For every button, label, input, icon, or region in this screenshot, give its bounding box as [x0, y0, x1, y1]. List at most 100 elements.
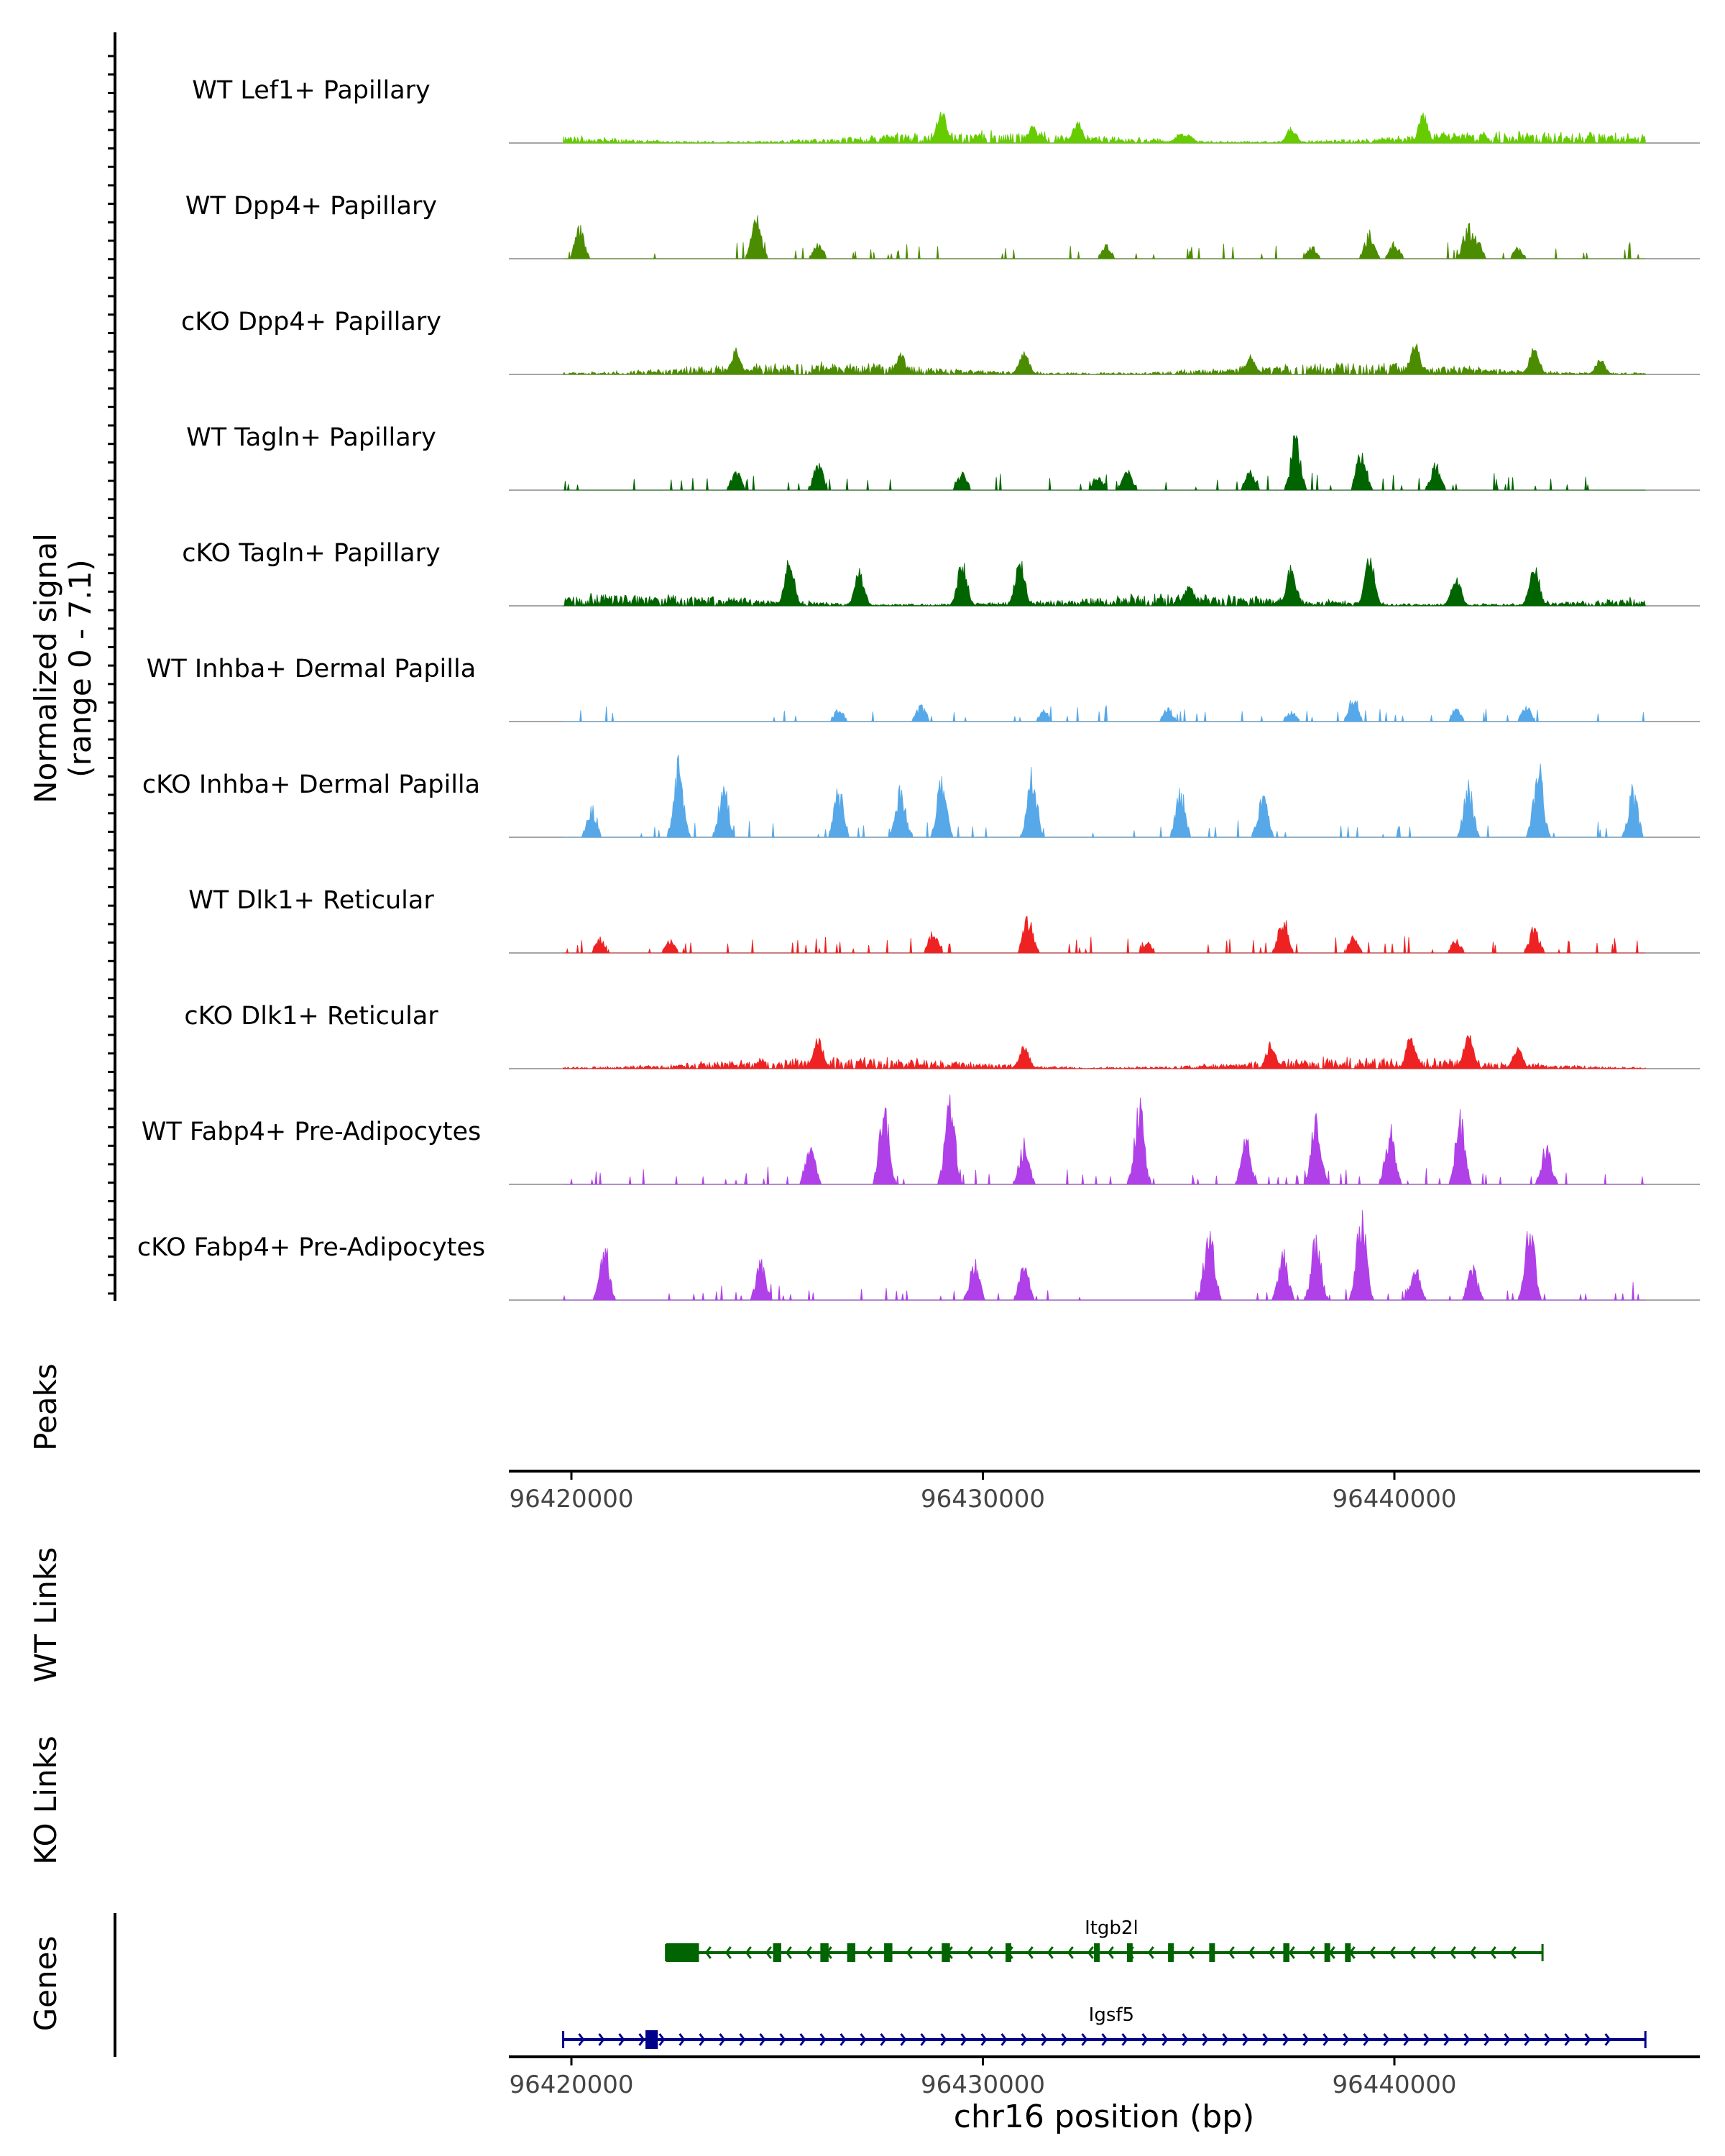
- track-label: WT Tagln+ Papillary: [186, 423, 436, 452]
- track: WT Tagln+ Papillary: [186, 423, 1700, 491]
- gene-exon: [884, 1943, 893, 1962]
- signal-axis-label: Normalized signal: [28, 533, 63, 803]
- strand-chevron: [840, 2033, 847, 2046]
- ko-links-panel-label: KO Links: [28, 1736, 63, 1865]
- strand-chevron: [1302, 2033, 1310, 2046]
- strand-chevron: [986, 1946, 993, 1959]
- strand-chevron: [1107, 1946, 1114, 1959]
- strand-chevron: [819, 2033, 827, 2046]
- strand-chevron: [1187, 1946, 1195, 1959]
- strand-chevron: [1322, 2033, 1330, 2046]
- gene-annotations: Itgb2l Igsf5: [562, 1917, 1647, 2049]
- strand-chevron: [799, 2033, 806, 2046]
- strand-chevron: [618, 2033, 625, 2046]
- strand-chevron: [1423, 2033, 1430, 2046]
- strand-chevron: [765, 1946, 772, 1959]
- strand-chevron: [1463, 2033, 1471, 2046]
- strand-chevron: [1000, 2033, 1008, 2046]
- track: WT Lef1+ Papillary: [192, 76, 1700, 144]
- strand-chevron: [940, 2033, 947, 2046]
- strand-chevron: [1524, 2033, 1531, 2046]
- x-tick-label: 96430000: [921, 1485, 1045, 1514]
- track-label: cKO Dlk1+ Reticular: [184, 1002, 438, 1031]
- wt-links-panel-label: WT Links: [28, 1547, 63, 1682]
- gene-exon: [773, 1943, 781, 1962]
- strand-chevron: [1081, 2033, 1088, 2046]
- strand-chevron: [1101, 2033, 1108, 2046]
- signal-area: [563, 699, 1646, 722]
- signal-area: [563, 754, 1646, 838]
- strand-chevron: [1449, 1946, 1456, 1959]
- strand-chevron: [1403, 2033, 1410, 2046]
- track-label: cKO Dpp4+ Papillary: [181, 308, 441, 336]
- track: WT Inhba+ Dermal Papilla: [147, 655, 1700, 722]
- strand-chevron: [1222, 2033, 1229, 2046]
- track-label: WT Lef1+ Papillary: [192, 76, 431, 105]
- strand-chevron: [926, 1946, 933, 1959]
- strand-chevron: [860, 2033, 867, 2046]
- strand-chevron: [1429, 1946, 1436, 1959]
- strand-chevron: [658, 2033, 666, 2046]
- strand-chevron: [1021, 2033, 1028, 2046]
- peaks-panel-label: Peaks: [28, 1363, 63, 1451]
- strand-chevron: [1147, 1946, 1154, 1959]
- strand-chevron: [1288, 1946, 1295, 1959]
- gene-exon: [1126, 1943, 1133, 1962]
- strand-chevron: [1409, 1946, 1416, 1959]
- strand-chevron: [1489, 1946, 1496, 1959]
- strand-chevron: [1041, 2033, 1048, 2046]
- peaks-x-axis: 96420000 96430000 96440000: [509, 1471, 1457, 1514]
- strand-chevron: [1484, 2033, 1491, 2046]
- gene-exon: [1345, 1943, 1351, 1962]
- strand-chevron: [1087, 1946, 1094, 1959]
- track: cKO Tagln+ Papillary: [182, 539, 1700, 607]
- strand-chevron: [1061, 2033, 1068, 2046]
- strand-chevron: [1584, 2033, 1591, 2046]
- gene-label: Itgb2l: [1085, 1917, 1138, 1939]
- strand-chevron: [1262, 2033, 1269, 2046]
- strand-chevron: [1182, 2033, 1189, 2046]
- strand-chevron: [1046, 1946, 1054, 1959]
- track: cKO Dpp4+ Papillary: [181, 308, 1700, 376]
- track-label: cKO Tagln+ Papillary: [182, 539, 441, 568]
- x-tick-label: 96440000: [1332, 1485, 1456, 1514]
- strand-chevron: [805, 1946, 812, 1959]
- strand-chevron: [678, 2033, 686, 2046]
- strand-chevron: [966, 1946, 973, 1959]
- strand-chevron: [1242, 2033, 1249, 2046]
- signal-area: [563, 558, 1646, 607]
- strand-chevron: [638, 2033, 645, 2046]
- strand-chevron: [1343, 2033, 1350, 2046]
- signal-area: [563, 215, 1646, 259]
- strand-chevron: [1228, 1946, 1235, 1959]
- x-tick-label: 96430000: [921, 2070, 1045, 2099]
- strand-chevron: [960, 2033, 967, 2046]
- strand-chevron: [719, 2033, 726, 2046]
- gene-label: Igsf5: [1089, 2004, 1134, 2026]
- gene-exon: [1005, 1943, 1011, 1962]
- strand-chevron: [1443, 2033, 1450, 2046]
- strand-chevron: [739, 2033, 746, 2046]
- strand-chevron: [980, 2033, 988, 2046]
- strand-chevron: [1282, 2033, 1289, 2046]
- strand-chevron: [1162, 2033, 1169, 2046]
- strand-chevron: [1363, 2033, 1370, 2046]
- track: WT Dpp4+ Papillary: [185, 192, 1700, 259]
- strand-chevron: [759, 2033, 766, 2046]
- strand-chevron: [1509, 1946, 1517, 1959]
- gene-exon: [942, 1943, 950, 1962]
- gene-exon: [1168, 1943, 1174, 1962]
- track: WT Fabp4+ Pre-Adipocytes: [142, 1094, 1700, 1185]
- strand-chevron: [880, 2033, 887, 2046]
- strand-chevron: [906, 1946, 913, 1959]
- gene-model: Itgb2l: [665, 1917, 1544, 1962]
- track-label: cKO Inhba+ Dermal Papilla: [142, 770, 480, 799]
- gene-exon: [847, 1943, 856, 1962]
- track: cKO Fabp4+ Pre-Adipocytes: [137, 1210, 1700, 1301]
- strand-chevron: [1141, 2033, 1149, 2046]
- strand-chevron: [1026, 1946, 1034, 1959]
- strand-chevron: [1504, 2033, 1511, 2046]
- track: cKO Dlk1+ Reticular: [184, 1002, 1700, 1070]
- strand-chevron: [1383, 2033, 1390, 2046]
- gene-exon: [820, 1943, 829, 1962]
